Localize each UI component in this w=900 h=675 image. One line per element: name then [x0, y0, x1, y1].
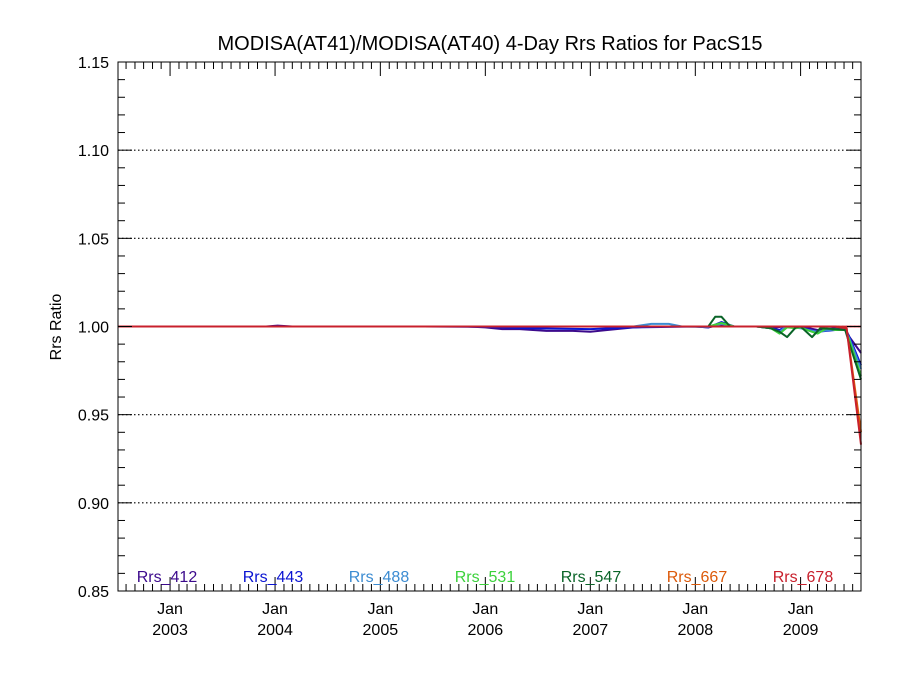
y-tick-label: 0.85: [78, 584, 109, 601]
legend-item-rrs-547: Rrs_547: [561, 569, 622, 586]
series-line-rrs-678: [118, 325, 862, 445]
legend-item-rrs-443: Rrs_443: [243, 569, 304, 586]
legend-item-rrs-667: Rrs_667: [667, 569, 728, 586]
x-tick-label-month: Jan: [472, 601, 498, 618]
series-line-rrs-547: [118, 315, 862, 380]
legend-item-rrs-488: Rrs_488: [349, 569, 410, 586]
series-group: [118, 315, 862, 445]
x-tick-label-month: Jan: [577, 601, 603, 618]
x-tick-label-year: 2004: [257, 622, 293, 639]
x-tick-label-month: Jan: [682, 601, 708, 618]
series-line-rrs-412: [118, 323, 862, 354]
y-tick-label: 0.95: [78, 408, 109, 425]
y-axis-label: Rrs Ratio: [48, 294, 65, 361]
x-tick-label-year: 2009: [783, 622, 819, 639]
x-tick-label-year: 2005: [363, 622, 399, 639]
x-tick-label-year: 2008: [678, 622, 714, 639]
legend-item-rrs-412: Rrs_412: [137, 569, 198, 586]
legend-item-rrs-678: Rrs_678: [773, 569, 834, 586]
x-tick-label-year: 2003: [152, 622, 188, 639]
legend: Rrs_412 Rrs_443 Rrs_488 Rrs_531 Rrs_547 Rrs_6…: [137, 569, 834, 586]
series-line-rrs-531: [118, 322, 862, 377]
x-tick-label-month: Jan: [788, 601, 814, 618]
x-tick-label-month: Jan: [262, 601, 288, 618]
axes-group: 0.85 0.90 0.95 1.00 1.05 1.10 1.15 Jan 2003 Jan 20…: [78, 55, 862, 639]
y-tick-label: 0.90: [78, 496, 109, 513]
y-tick-label: 1.05: [78, 231, 109, 248]
x-tick-label-year: 2007: [573, 622, 609, 639]
x-tick-label-month: Jan: [367, 601, 393, 618]
series-line-rrs-667: [118, 325, 862, 433]
series-line-rrs-488: [118, 322, 862, 370]
y-tick-label: 1.00: [78, 320, 109, 337]
chart-title: MODISA(AT41)/MODISA(AT40) 4-Day Rrs Rati…: [218, 33, 763, 55]
legend-item-rrs-531: Rrs_531: [455, 569, 516, 586]
x-tick-label-year: 2006: [468, 622, 504, 639]
y-tick-label: 1.15: [78, 55, 109, 72]
y-tick-label: 1.10: [78, 143, 109, 160]
x-tick-label-month: Jan: [157, 601, 183, 618]
